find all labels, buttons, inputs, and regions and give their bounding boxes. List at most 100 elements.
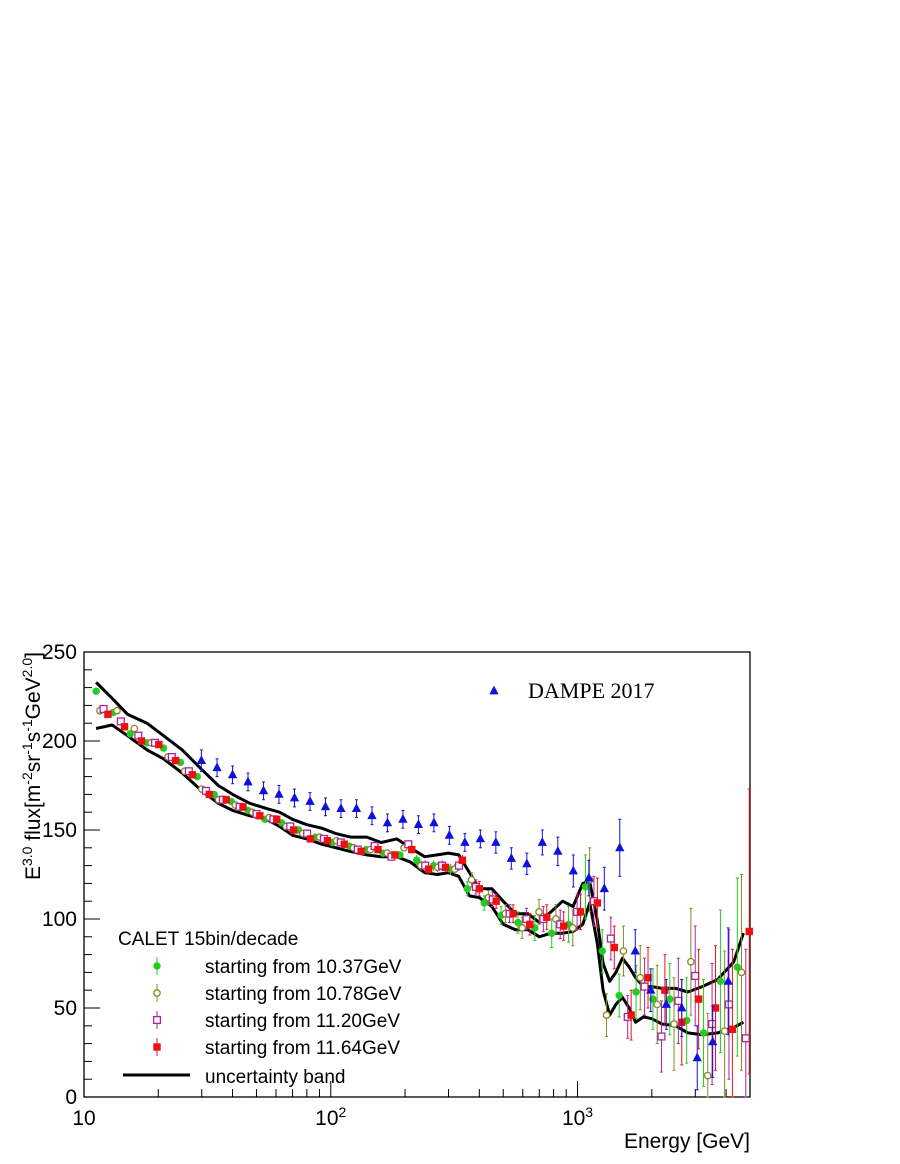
y-axis-title-sup: -1 [19, 719, 35, 732]
series-dampe-2017 [196, 749, 733, 1091]
x-tick-label-base: 10 [562, 1107, 585, 1130]
legend-symbol [153, 1043, 161, 1051]
data-point [408, 845, 416, 854]
data-point [323, 836, 332, 845]
y-axis-title-sup: -1 [19, 742, 35, 755]
data-point [632, 988, 640, 996]
data-point [559, 922, 568, 930]
data-point [606, 934, 615, 943]
data-point [367, 810, 377, 820]
data-point [374, 845, 382, 854]
legend-dampe-symbol [489, 685, 499, 695]
data-point [274, 789, 284, 798]
data-point [463, 885, 472, 893]
x-tick-label-base: 10 [315, 1107, 338, 1130]
legend-label: starting from 10.37GeV [205, 957, 402, 978]
data-point [723, 975, 733, 985]
data-point [547, 929, 556, 937]
data-point [576, 908, 585, 916]
data-point [340, 840, 348, 848]
data-point [137, 737, 146, 745]
data-point [716, 977, 725, 985]
legend-symbol [153, 962, 161, 970]
data-point [687, 957, 695, 966]
data-point [444, 829, 455, 839]
data-point [506, 853, 517, 862]
data-point [661, 986, 669, 994]
data-point [691, 971, 700, 981]
data-point [568, 924, 577, 932]
data-point [441, 863, 450, 872]
data-point [458, 856, 467, 864]
data-point [104, 710, 112, 718]
x-tick-label-exp: 2 [339, 1104, 347, 1120]
data-point [99, 704, 108, 714]
data-point [188, 771, 197, 779]
data-point [598, 947, 607, 955]
data-point [155, 740, 163, 749]
legend-label: starting from 10.78GeV [205, 984, 402, 1005]
data-point [674, 996, 683, 1005]
data-point [636, 973, 645, 982]
data-point [677, 1002, 687, 1012]
data-point [126, 730, 134, 738]
data-point [239, 803, 247, 811]
x-tick-label: 102 [315, 1104, 346, 1130]
data-point [424, 865, 433, 873]
data-point [491, 837, 501, 846]
y-axis-title-sup: -2 [19, 772, 35, 785]
data-point [593, 899, 602, 907]
data-point [130, 724, 139, 733]
data-point [492, 897, 500, 905]
data-point [120, 723, 129, 731]
legend-label: starting from 11.20GeV [205, 1011, 400, 1032]
data-point [320, 801, 331, 811]
data-point [351, 803, 362, 813]
data-point [475, 833, 486, 843]
data-point [382, 817, 393, 827]
y-axis-title-part: sr [22, 755, 45, 773]
data-point [258, 785, 269, 795]
data-point [670, 1020, 678, 1028]
y-tick-label: 100 [42, 908, 77, 931]
data-point [480, 899, 488, 907]
legend-calet-title: CALET 15bin/decade [118, 929, 298, 950]
x-axis-title: Energy [GeV] [624, 1130, 750, 1153]
data-point [615, 991, 623, 1000]
data-point [708, 1036, 718, 1046]
data-point [699, 1029, 708, 1037]
data-point [728, 1025, 737, 1034]
y-axis-title-sup: 2.0 [19, 658, 35, 678]
legend-symbol [152, 1015, 162, 1025]
data-point [212, 762, 222, 772]
data-point [737, 968, 746, 977]
data-point [398, 813, 408, 823]
legend-entry: starting from 10.37GeV [153, 957, 402, 978]
data-point [602, 1011, 611, 1019]
legend-dampe: DAMPE 2017 [489, 678, 655, 703]
data-point [733, 963, 741, 971]
data-point [526, 920, 534, 929]
data-point [289, 826, 298, 834]
data-point [653, 1000, 662, 1009]
data-point [171, 756, 180, 765]
data-point [467, 875, 476, 884]
legend-entry-band: uncertainty band [123, 1067, 346, 1088]
data-point [460, 837, 470, 846]
data-point [116, 717, 125, 726]
data-point [627, 1011, 635, 1019]
y-axis-title: E3.0 flux[m-2sr-1s-1GeV2.0] [19, 652, 45, 880]
data-point [509, 909, 517, 918]
data-point [553, 846, 563, 855]
data-point [429, 817, 439, 827]
data-point [289, 792, 300, 802]
data-point [413, 856, 421, 864]
data-point [745, 927, 753, 936]
data-point [113, 706, 121, 715]
data-point [661, 999, 671, 1008]
data-point [305, 796, 315, 805]
data-point [543, 913, 551, 921]
data-point [610, 943, 618, 952]
band-lower-line [95, 723, 745, 1037]
